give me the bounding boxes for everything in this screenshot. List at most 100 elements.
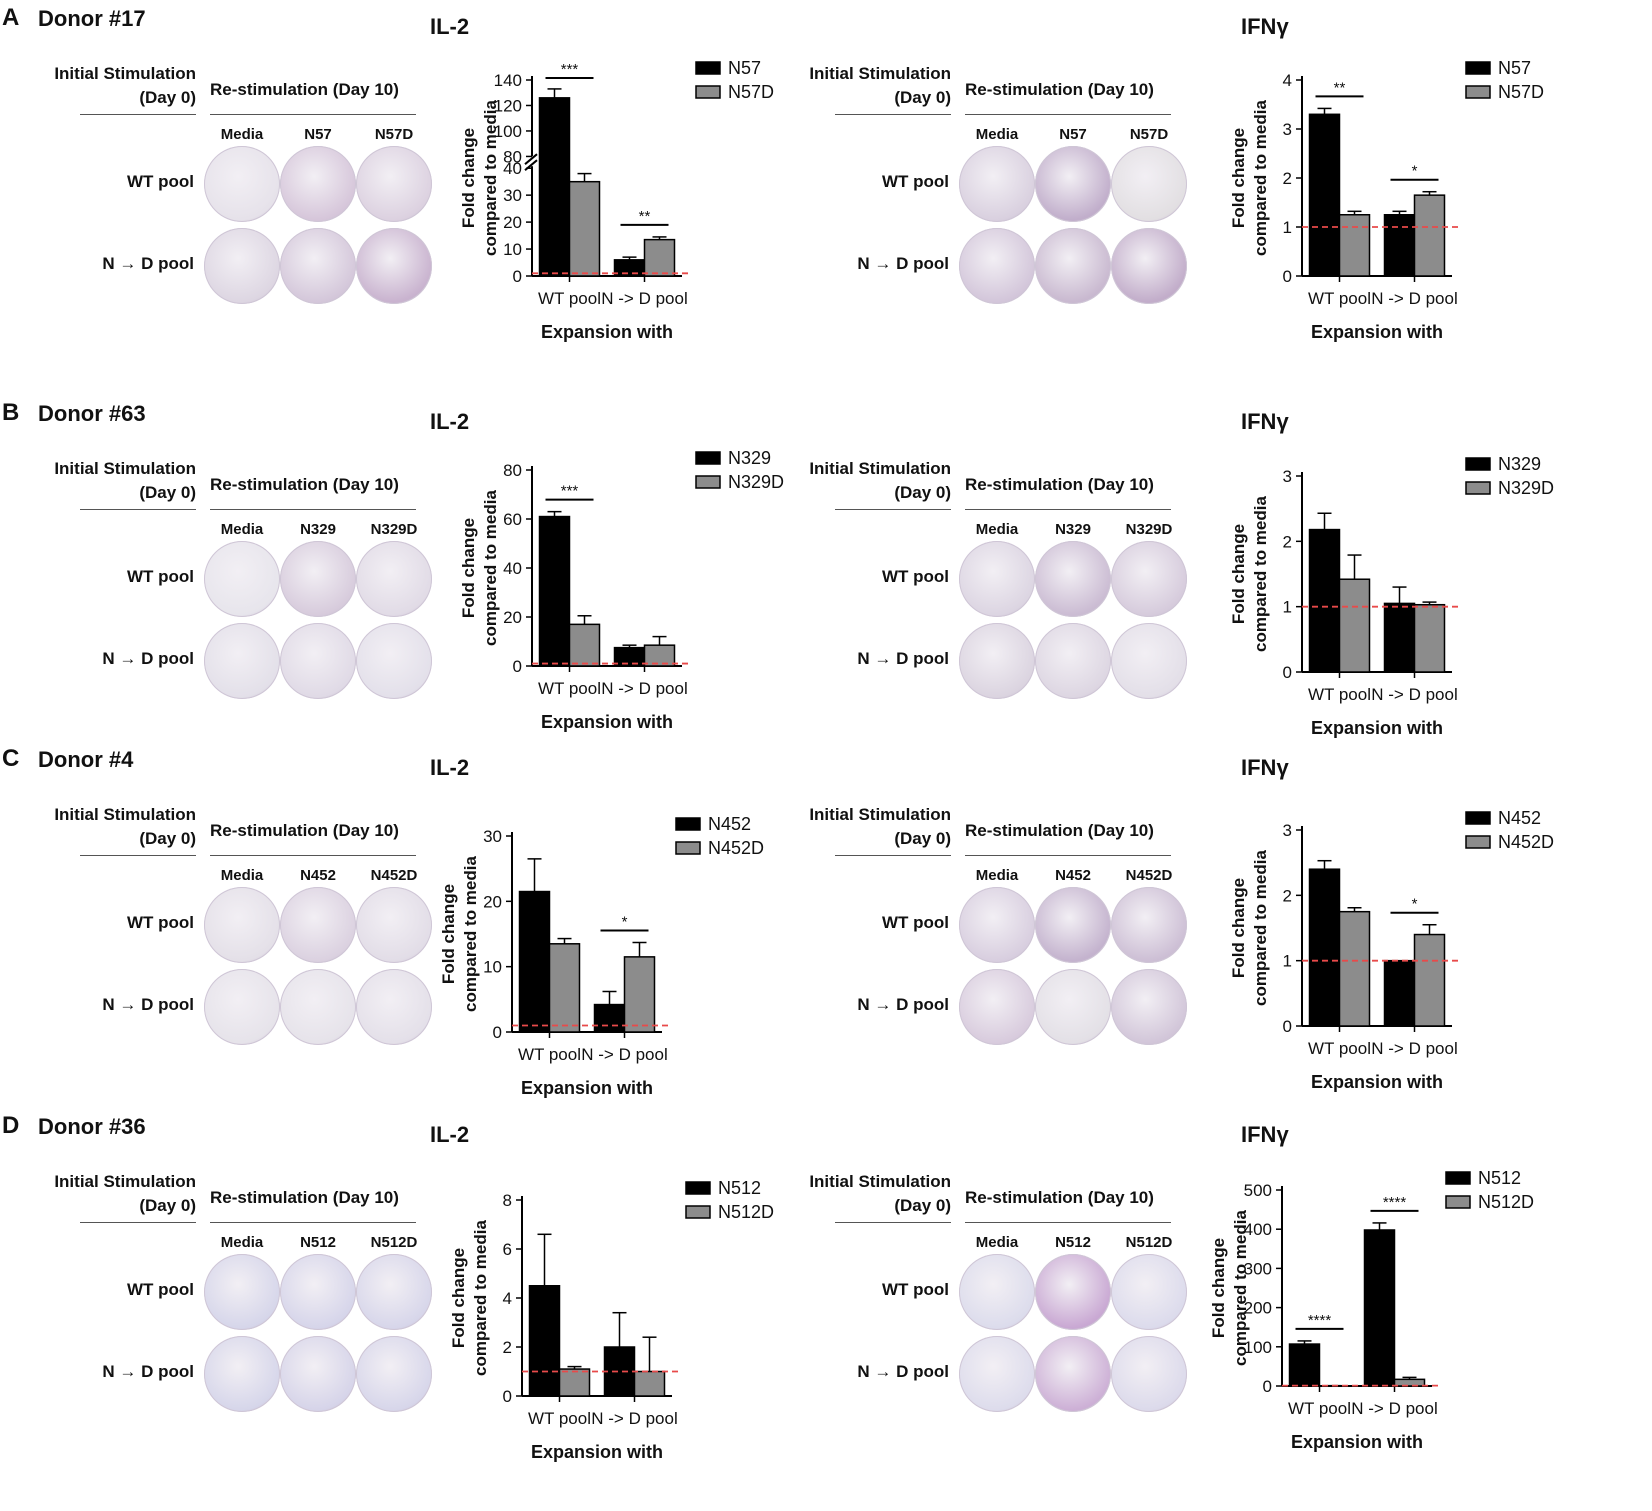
x-axis-label: Expansion with — [1311, 718, 1443, 738]
initial-stimulation-label: Initial Stimulation — [54, 459, 196, 478]
header-divider — [80, 1222, 196, 1223]
elispot-well — [959, 1336, 1035, 1412]
well-column-label: Media — [975, 1234, 1019, 1251]
elispot-well — [959, 1254, 1035, 1330]
elispot-well — [204, 623, 280, 699]
bar-n452 — [1383, 959, 1416, 1027]
elispot-well — [204, 969, 280, 1045]
elispot-well — [959, 887, 1035, 963]
assay-title: IFNγ — [1241, 755, 1289, 780]
pool-row-label: N → D pool — [857, 1362, 949, 1381]
well-column-label: N57D — [1129, 126, 1169, 143]
header-divider — [210, 855, 416, 856]
elispot-well — [356, 541, 432, 617]
pool-row-label: WT pool — [126, 567, 194, 586]
y-tick-label: 60 — [503, 510, 522, 529]
restimulation-label: Re-stimulation (Day 10) — [965, 1188, 1154, 1207]
elispot-well — [356, 228, 432, 304]
y-axis-label: Fold change compared to media — [439, 856, 480, 1012]
legend-label: N512D — [718, 1202, 774, 1222]
y-tick-label: 400 — [1244, 1220, 1272, 1239]
bar-n57 — [1308, 113, 1341, 277]
y-tick-label: 500 — [1244, 1181, 1272, 1200]
x-tick-label: WT pool — [528, 1409, 591, 1428]
well-column-label: N57 — [1059, 126, 1087, 143]
legend-swatch — [1465, 85, 1491, 99]
bar-n329 — [1308, 528, 1341, 673]
x-tick-label: WT pool — [538, 679, 601, 698]
y-tick-label: 0 — [1283, 1017, 1292, 1036]
significance-label: * — [1412, 163, 1418, 180]
x-tick-label: WT pool — [518, 1045, 581, 1064]
pool-row-label: WT pool — [881, 1280, 949, 1299]
well-column-label: Media — [975, 126, 1019, 143]
well-column-label: N512D — [370, 1234, 418, 1251]
initial-stimulation-label: Initial Stimulation — [54, 1172, 196, 1191]
elispot-well — [280, 228, 356, 304]
legend-swatch — [1465, 835, 1491, 849]
elispot-well — [356, 146, 432, 222]
elispot-well — [280, 969, 356, 1045]
well-column-label: Media — [975, 521, 1019, 538]
assay-title: IL-2 — [430, 1122, 470, 1147]
well-column-label: N512 — [1055, 1234, 1091, 1251]
elispot-well — [959, 541, 1035, 617]
initial-stimulation-day: (Day 0) — [894, 829, 951, 848]
panel-letter: B — [2, 399, 20, 426]
elispot-well — [1035, 1336, 1111, 1412]
header-divider — [835, 1222, 951, 1223]
elispot-well — [1035, 146, 1111, 222]
elispot-well — [356, 1336, 432, 1412]
restimulation-label: Re-stimulation (Day 10) — [210, 80, 399, 99]
y-tick-label: 4 — [503, 1289, 512, 1308]
y-tick-label: 3 — [1283, 467, 1292, 486]
legend-swatch — [685, 1181, 711, 1195]
legend-swatch — [1465, 811, 1491, 825]
legend-swatch — [1445, 1195, 1471, 1209]
well-column-label: N329 — [300, 521, 336, 538]
y-tick-label: 100 — [494, 122, 522, 141]
pool-row-label: N → D pool — [102, 649, 194, 668]
significance-label: * — [622, 913, 628, 930]
y-tick-label: 2 — [503, 1338, 512, 1357]
y-tick-label: 100 — [1244, 1338, 1272, 1357]
elispot-well — [1111, 541, 1187, 617]
significance-label: **** — [1383, 1194, 1407, 1211]
y-tick-label: 140 — [494, 71, 522, 90]
pool-row-label: N → D pool — [857, 649, 949, 668]
header-divider — [80, 509, 196, 510]
pool-row-label: WT pool — [126, 1280, 194, 1299]
header-divider — [965, 509, 1171, 510]
header-divider — [80, 855, 196, 856]
significance-label: ** — [639, 208, 651, 225]
x-tick-label: WT pool — [1308, 1039, 1371, 1058]
legend-label: N329D — [728, 472, 784, 492]
elispot-well — [204, 146, 280, 222]
elispot-well — [280, 1254, 356, 1330]
pool-row-label: WT pool — [881, 172, 949, 191]
well-column-label: Media — [220, 521, 264, 538]
x-tick-label: N -> D pool — [1351, 1399, 1437, 1418]
legend-swatch — [675, 841, 701, 855]
legend-label: N57D — [728, 82, 774, 102]
elispot-well — [1111, 969, 1187, 1045]
initial-stimulation-label: Initial Stimulation — [809, 64, 951, 83]
bar-n512d — [633, 1370, 666, 1397]
bar-n57d — [643, 238, 676, 277]
legend-label: N329 — [1498, 454, 1541, 474]
legend-label: N57 — [1498, 58, 1531, 78]
initial-stimulation-day: (Day 0) — [139, 483, 196, 502]
bar-n452 — [518, 890, 551, 1033]
restimulation-label: Re-stimulation (Day 10) — [210, 821, 399, 840]
significance-label: * — [1412, 896, 1418, 913]
donor-label: Donor #4 — [38, 747, 134, 772]
y-tick-label: 2 — [1283, 532, 1292, 551]
bar-n57 — [613, 259, 646, 277]
y-tick-label: 2 — [1283, 886, 1292, 905]
bar-n329d — [568, 623, 601, 667]
bar-n512 — [1288, 1343, 1321, 1387]
initial-stimulation-day: (Day 0) — [139, 88, 196, 107]
elispot-well — [1111, 1254, 1187, 1330]
significance-label: ** — [1334, 79, 1346, 96]
assay-title: IFNγ — [1241, 1122, 1289, 1147]
